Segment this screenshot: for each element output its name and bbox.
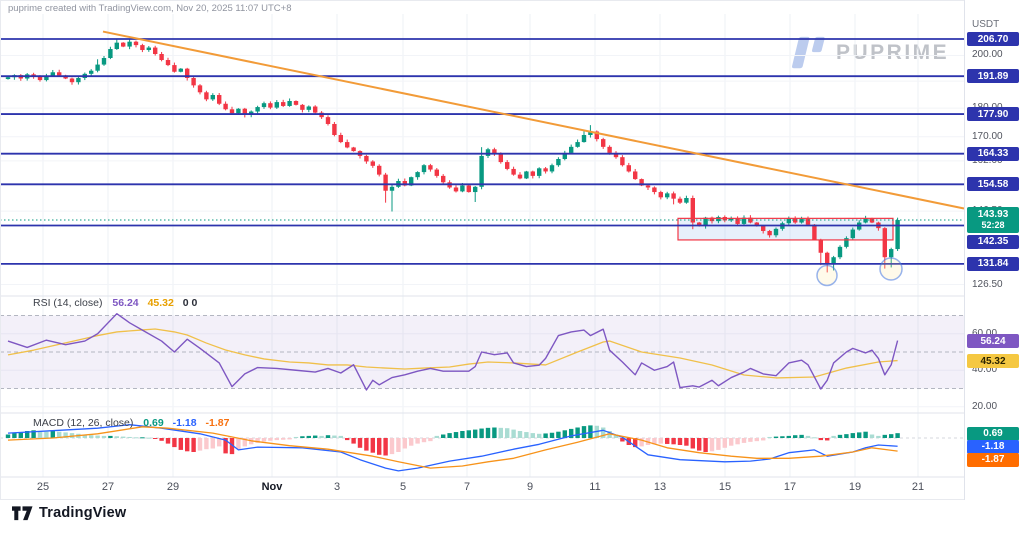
tradingview-logo-text: TradingView: [39, 505, 127, 521]
time-axis[interactable]: 25 27 29 Nov 3 5 7 9 11 13 15 17 19 21: [0, 477, 964, 500]
tradingview-branding[interactable]: TradingView: [12, 505, 126, 521]
level-price-badge: 177.90: [967, 107, 1019, 122]
macd-hist-value: 0.69: [143, 417, 164, 429]
rsi-value: 56.24: [112, 297, 139, 309]
time-tick-label: 11: [589, 481, 601, 493]
price-tick: 126.50: [972, 278, 1003, 290]
level-price-badge: 206.70: [967, 32, 1019, 47]
macd-legend[interactable]: MACD (12, 26, close) 0.69 -1.18 -1.87: [33, 417, 235, 429]
time-tick-label: 15: [718, 481, 732, 493]
current-price-value: 143.93: [977, 209, 1009, 220]
level-price-badge: 131.84: [967, 256, 1019, 271]
price-scale-currency: USDT: [972, 19, 1000, 30]
macd-legend-title: MACD (12, 26, close): [33, 417, 134, 429]
macd-hist-badge: 0.69: [967, 426, 1019, 441]
rsi-legend-title: RSI (14, close): [33, 297, 103, 309]
macd-signal-value: -1.87: [205, 417, 230, 429]
rsi-legend[interactable]: RSI (14, close) 56.24 45.32 0 0: [33, 297, 203, 309]
attribution-text: puprime created with TradingView.com, No…: [8, 3, 292, 14]
time-tick-label: 21: [911, 481, 925, 493]
rsi-ma-value: 45.32: [147, 297, 174, 309]
time-tick-label: 27: [101, 481, 115, 493]
level-price-badge: 164.33: [967, 146, 1019, 161]
price-tick: 200.00: [972, 49, 1003, 61]
time-tick-label: 13: [653, 481, 667, 493]
chart-canvas[interactable]: [0, 0, 1024, 500]
time-tick-label: 19: [848, 481, 862, 493]
level-price-badge: 154.58: [967, 177, 1019, 192]
time-tick-label: 17: [783, 481, 797, 493]
time-tick-label: 5: [399, 481, 407, 493]
rsi-extra-values: 0 0: [182, 297, 198, 309]
brand-watermark: PUPRIME: [786, 36, 949, 70]
rsi-ma-badge: 45.32: [967, 354, 1019, 369]
level-price-badge: 142.35: [967, 234, 1019, 249]
price-scale[interactable]: USDT 200.00190.00180.00170.00162.00146.5…: [964, 0, 1024, 500]
candle-countdown: 52:28: [981, 220, 1005, 230]
rsi-tick: 60.00: [972, 328, 997, 339]
level-price-badge: 191.89: [967, 69, 1019, 84]
time-tick-label: 9: [526, 481, 534, 493]
time-tick-label: 25: [36, 481, 50, 493]
price-tick: 170.00: [972, 130, 1003, 142]
puprime-logo-icon: [791, 36, 825, 69]
rsi-tick: 40.00: [972, 364, 998, 376]
macd-line-value: -1.18: [172, 417, 197, 429]
time-tick-label: Nov: [261, 481, 283, 493]
time-tick-label: 7: [463, 481, 471, 493]
watermark-text: PUPRIME: [836, 41, 950, 64]
macd-signal-badge: -1.87: [967, 452, 1019, 467]
rsi-tick: 20.00: [972, 400, 998, 412]
macd-line-badge: -1.18: [967, 439, 1019, 454]
tradingview-logo-icon: [12, 505, 33, 520]
rsi-value-badge: 56.24: [967, 334, 1019, 349]
time-tick-label: 3: [333, 481, 341, 493]
time-tick-label: 29: [166, 481, 180, 493]
current-price-badge: 143.93 52:28: [967, 207, 1019, 233]
